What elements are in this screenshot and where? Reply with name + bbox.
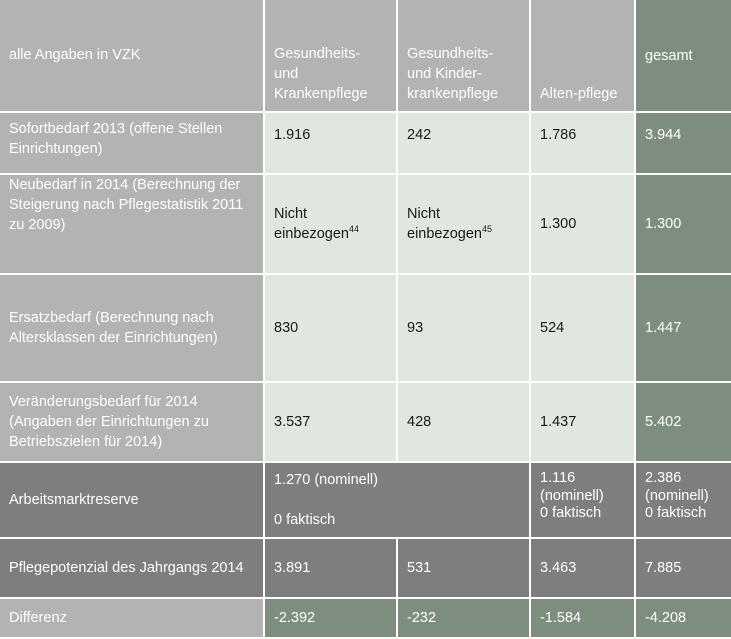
header-cell-label: alle Angaben in VZK xyxy=(0,0,263,111)
cell-veraenderungsbedarf-alt: 1.437 xyxy=(531,383,634,461)
table-row: Differenz -2.392 -232 -1.584 -4.208 xyxy=(0,599,731,637)
cell-pflegepotenzial-gkkp: 531 xyxy=(398,539,529,597)
arbeitsmarktreserve-faktisch-ges: 0 faktisch xyxy=(645,505,707,522)
footnote-marker-45: 45 xyxy=(482,224,492,235)
cell-neubedarf-alt: 1.300 xyxy=(531,175,634,273)
cell-differenz-gkkp: -232 xyxy=(398,599,529,637)
cell-ersatzbedarf-gkkp: 93 xyxy=(398,275,529,381)
cell-neubedarf-gkkp-text: Nicht einbezogen xyxy=(407,206,482,242)
cell-ersatzbedarf-ges: 1.447 xyxy=(636,275,731,381)
header-cell-gesundheits-kinderkrankenpflege: Gesundheits- und Kinder-krankenpflege xyxy=(398,0,529,111)
cell-sofortbedarf-gkkp: 242 xyxy=(398,113,529,173)
row-label-sofortbedarf: Sofortbedarf 2013 (offene Stellen Einric… xyxy=(0,113,263,173)
table-row: Pflegepotenzial des Jahrgangs 2014 3.891… xyxy=(0,539,731,597)
cell-pflegepotenzial-ges: 7.885 xyxy=(636,539,731,597)
cell-sofortbedarf-ges: 3.944 xyxy=(636,113,731,173)
cell-neubedarf-gkp: Nicht einbezogen44 xyxy=(265,175,396,273)
cell-arbeitsmarktreserve-ges: 2.386 (nominell) 0 faktisch xyxy=(636,463,731,537)
row-label-neubedarf: Neubedarf in 2014 (Berechnung der Steige… xyxy=(0,175,263,273)
cell-arbeitsmarktreserve-gkp-gkkp: 1.270 (nominell) 0 faktisch xyxy=(265,463,529,537)
cell-neubedarf-ges: 1.300 xyxy=(636,175,731,273)
row-label-pflegepotenzial: Pflegepotenzial des Jahrgangs 2014 xyxy=(0,539,263,597)
cell-neubedarf-gkp-text: Nicht einbezogen xyxy=(274,206,349,242)
arbeitsmarktreserve-faktisch-gkp: 0 faktisch xyxy=(274,512,336,528)
header-cell-gesundheits-krankenpflege: Gesundheits- und Krankenpflege xyxy=(265,0,396,111)
table-row: Ersatzbedarf (Berechnung nach Altersklas… xyxy=(0,275,731,381)
row-label-ersatzbedarf: Ersatzbedarf (Berechnung nach Altersklas… xyxy=(0,275,263,381)
header-cell-gesamt: gesamt xyxy=(636,0,731,111)
cell-pflegepotenzial-gkp: 3.891 xyxy=(265,539,396,597)
cell-neubedarf-gkkp: Nicht einbezogen45 xyxy=(398,175,529,273)
row-label-arbeitsmarktreserve: Arbeitsmarktreserve xyxy=(0,463,263,537)
arbeitsmarktreserve-nominell-ges: 2.386 (nominell) xyxy=(645,470,709,504)
cell-sofortbedarf-alt: 1.786 xyxy=(531,113,634,173)
cell-differenz-gkp: -2.392 xyxy=(265,599,396,637)
table-row: Neubedarf in 2014 (Berechnung der Steige… xyxy=(0,175,731,273)
cell-differenz-alt: -1.584 xyxy=(531,599,634,637)
cell-ersatzbedarf-gkp: 830 xyxy=(265,275,396,381)
cell-pflegepotenzial-alt: 3.463 xyxy=(531,539,634,597)
arbeitsmarktreserve-nominell-alt: 1.116 (nominell) xyxy=(540,470,604,504)
table-row: Sofortbedarf 2013 (offene Stellen Einric… xyxy=(0,113,731,173)
cell-differenz-ges: -4.208 xyxy=(636,599,731,637)
cell-veraenderungsbedarf-ges: 5.402 xyxy=(636,383,731,461)
cell-ersatzbedarf-alt: 524 xyxy=(531,275,634,381)
cell-arbeitsmarktreserve-alt: 1.116 (nominell) 0 faktisch xyxy=(531,463,634,537)
cell-veraenderungsbedarf-gkkp: 428 xyxy=(398,383,529,461)
arbeitsmarktreserve-nominell-gkp: 1.270 (nominell) xyxy=(274,472,378,488)
table-header-row: alle Angaben in VZK Gesundheits- und Kra… xyxy=(0,0,731,111)
header-cell-altenpflege: Alten-pflege xyxy=(531,0,634,111)
footnote-marker-44: 44 xyxy=(349,224,359,235)
table-row: Arbeitsmarktreserve 1.270 (nominell) 0 f… xyxy=(0,463,731,537)
row-label-veraenderungsbedarf: Veränderungsbedarf für 2014 (Angaben der… xyxy=(0,383,263,461)
spacer xyxy=(274,490,520,510)
cell-veraenderungsbedarf-gkp: 3.537 xyxy=(265,383,396,461)
row-label-differenz: Differenz xyxy=(0,599,263,637)
arbeitsmarktreserve-faktisch-alt: 0 faktisch xyxy=(540,505,602,522)
table-row: Veränderungsbedarf für 2014 (Angaben der… xyxy=(0,383,731,461)
cell-sofortbedarf-gkp: 1.916 xyxy=(265,113,396,173)
